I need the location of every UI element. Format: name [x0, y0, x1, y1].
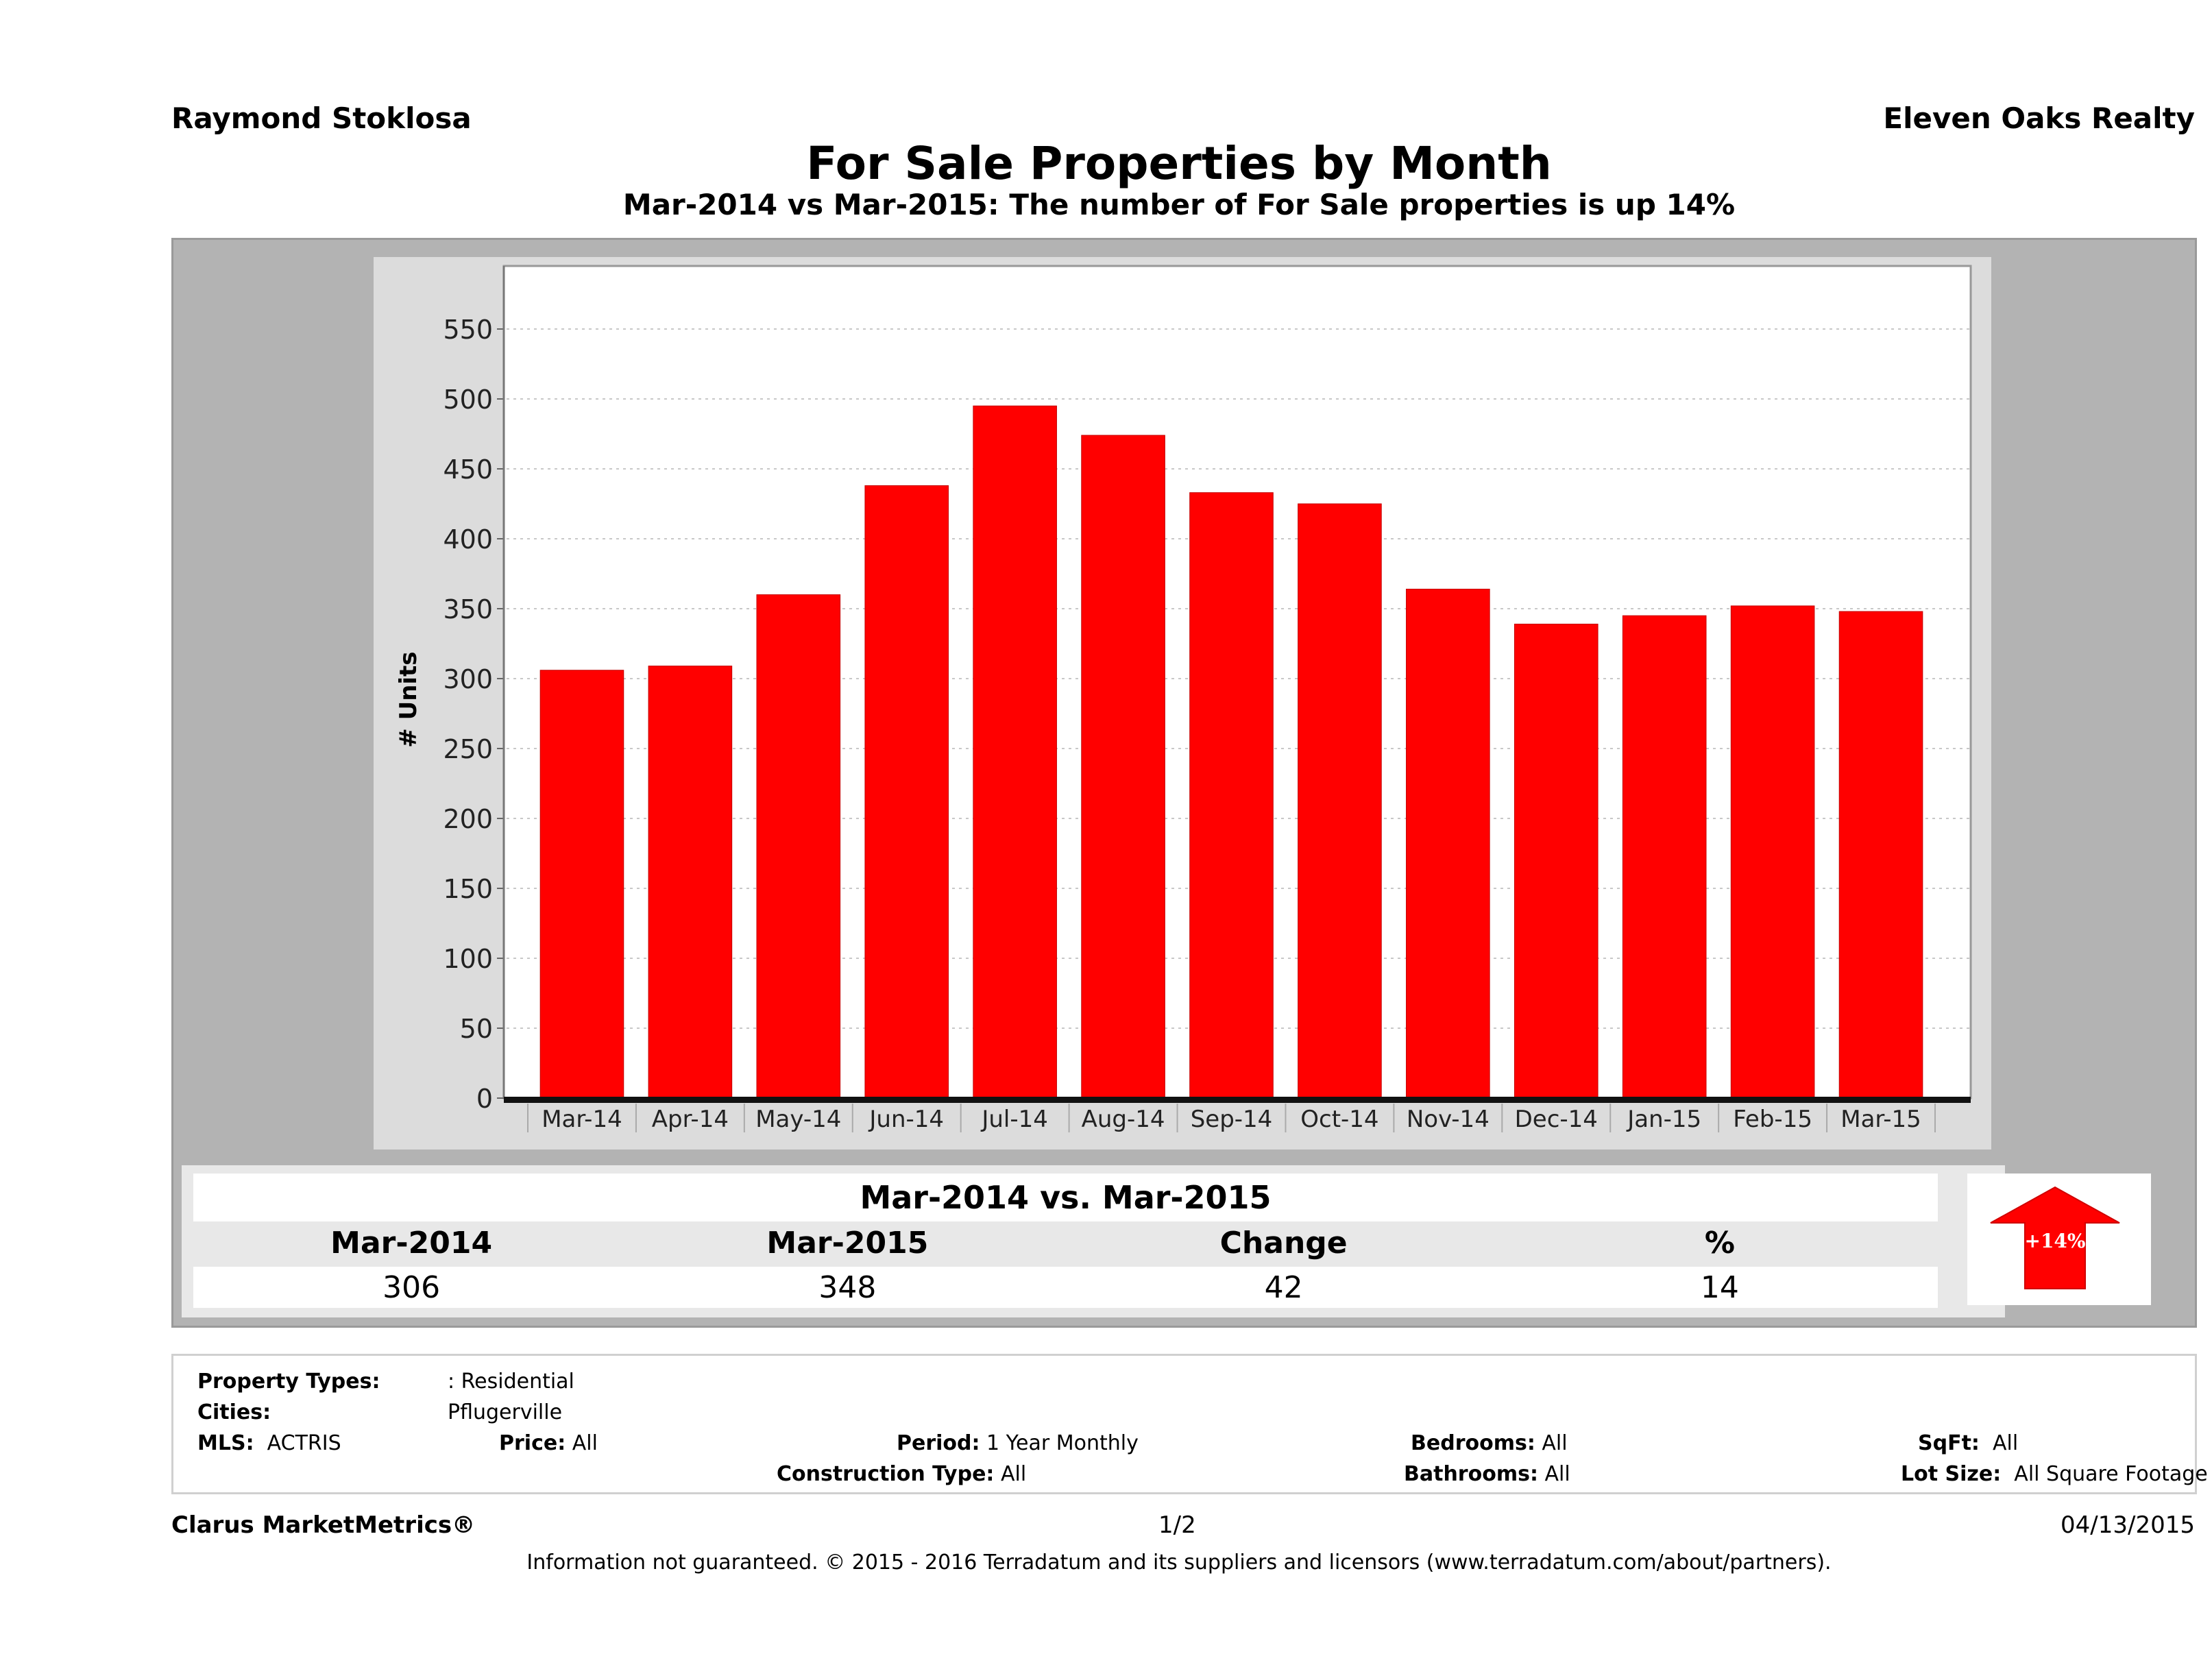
- report-title: For Sale Properties by Month: [806, 137, 1552, 190]
- sqft-label: SqFt:: [1918, 1431, 1980, 1455]
- agent-name: Raymond Stoklosa: [171, 101, 472, 135]
- property-types-value: : Residential: [448, 1370, 574, 1394]
- x-axis-line: [504, 1097, 1971, 1103]
- y-tick-label: 300: [443, 664, 493, 694]
- footer-brand: Clarus MarketMetrics®: [171, 1511, 476, 1539]
- summary-col-change: Change: [1219, 1225, 1348, 1261]
- x-tick-label: Mar-15: [1840, 1106, 1921, 1133]
- x-tick-label: Apr-14: [652, 1106, 729, 1133]
- y-tick-label: 150: [443, 874, 493, 904]
- y-tick-label: 0: [476, 1084, 493, 1114]
- cities-value: Pflugerville: [448, 1400, 563, 1424]
- report-subtitle: Mar-2014 vs Mar-2015: The number of For …: [622, 188, 1736, 221]
- bar-jan-15: [1622, 615, 1707, 1099]
- price-label: Price:: [499, 1431, 566, 1455]
- x-tick-label: Aug-14: [1082, 1106, 1165, 1133]
- bar-apr-14: [648, 666, 733, 1099]
- summary-heading: Mar-2014 vs. Mar-2015: [193, 1174, 1938, 1221]
- x-tick-label: Nov-14: [1407, 1106, 1490, 1133]
- y-tick-label: 550: [443, 315, 493, 345]
- bar-may-14: [756, 594, 841, 1099]
- bar-jul-14: [973, 405, 1057, 1099]
- change-badge-label: +14%: [2024, 1230, 2085, 1252]
- y-tick-label: 50: [460, 1014, 493, 1044]
- y-tick-label: 250: [443, 734, 493, 764]
- y-tick-label: 400: [443, 524, 493, 555]
- x-tick-label: Jul-14: [980, 1106, 1048, 1133]
- bar-feb-15: [1730, 605, 1815, 1099]
- construction-type-label: Construction Type:: [777, 1462, 995, 1486]
- mls-label: MLS:: [197, 1431, 254, 1455]
- bathrooms-value: All: [1544, 1462, 1570, 1486]
- bars: [539, 405, 1923, 1099]
- summary-col-percent: %: [1704, 1225, 1735, 1261]
- lot-size-label: Lot Size:: [1901, 1462, 2002, 1486]
- y-tick-label: 500: [443, 385, 493, 415]
- chart-panel: 0 50 100 150 200 250 300 350 400 450 500 550 Mar-14 A…: [374, 257, 1991, 1150]
- summary-val-change: 42: [1264, 1269, 1303, 1305]
- x-tick-label: Sep-14: [1191, 1106, 1273, 1133]
- x-tick-label: Oct-14: [1300, 1106, 1378, 1133]
- bar-jun-14: [864, 485, 949, 1099]
- disclaimer: Information not guaranteed. © 2015 - 201…: [526, 1551, 1832, 1574]
- bar-mar-15: [1838, 611, 1923, 1099]
- change-badge: +14%: [1967, 1174, 2151, 1305]
- x-tick-label: Mar-14: [542, 1106, 622, 1133]
- bar-oct-14: [1298, 503, 1382, 1099]
- cities-label: Cities:: [197, 1400, 271, 1424]
- bar-aug-14: [1081, 435, 1165, 1099]
- summary-col-start: Mar-2014: [330, 1225, 493, 1261]
- x-tick-label: Dec-14: [1515, 1106, 1598, 1133]
- bar-nov-14: [1406, 588, 1490, 1099]
- gridlines: [507, 328, 1971, 1029]
- bar-dec-14: [1514, 623, 1599, 1099]
- period-label: Period:: [897, 1431, 980, 1455]
- price-value: All: [572, 1431, 598, 1455]
- summary-values-row: 306 348 42 14: [193, 1267, 1938, 1308]
- x-tick-label: Jan-15: [1626, 1106, 1701, 1133]
- bar-sep-14: [1189, 492, 1274, 1099]
- bathrooms-label: Bathrooms:: [1404, 1462, 1538, 1486]
- summary-val-percent: 14: [1700, 1269, 1739, 1305]
- y-axis-label: # Units: [395, 651, 422, 747]
- x-tick-label: May-14: [755, 1106, 841, 1133]
- mls-value: ACTRIS: [267, 1431, 341, 1455]
- bar-chart: 0 50 100 150 200 250 300 350 400 450 500 550 Mar-14 A…: [395, 265, 1972, 1133]
- bedrooms-value: All: [1542, 1431, 1568, 1455]
- axes: 0 50 100 150 200 250 300 350 400 450 500 550 Mar-14 A…: [443, 266, 1971, 1133]
- company-name: Eleven Oaks Realty: [1883, 101, 2195, 135]
- x-tick-label: Feb-15: [1733, 1106, 1812, 1133]
- summary-col-end: Mar-2015: [766, 1225, 929, 1261]
- page-number: 1/2: [1158, 1511, 1196, 1539]
- up-arrow-icon: +14%: [1990, 1186, 2120, 1289]
- sqft-value: All: [1993, 1431, 2019, 1455]
- y-tick-label: 100: [443, 944, 493, 974]
- summary-val-start: 306: [382, 1269, 441, 1305]
- criteria-panel: Property Types: : Residential Cities: Pf…: [171, 1354, 2208, 1494]
- summary-column-headers: Mar-2014 Mar-2015 Change %: [193, 1221, 1938, 1264]
- bar-mar-14: [539, 670, 624, 1099]
- property-types-label: Property Types:: [197, 1370, 380, 1394]
- y-tick-label: 200: [443, 804, 493, 834]
- lot-size-value: All Square Footage: [2014, 1462, 2208, 1486]
- period-value: 1 Year Monthly: [986, 1431, 1139, 1455]
- bedrooms-label: Bedrooms:: [1411, 1431, 1535, 1455]
- x-tick-label: Jun-14: [868, 1106, 944, 1133]
- construction-type-value: All: [1000, 1462, 1027, 1486]
- summary-val-end: 348: [818, 1269, 877, 1305]
- y-tick-label: 450: [443, 454, 493, 485]
- y-tick-label: 350: [443, 594, 493, 624]
- report-date: 04/13/2015: [2061, 1511, 2195, 1539]
